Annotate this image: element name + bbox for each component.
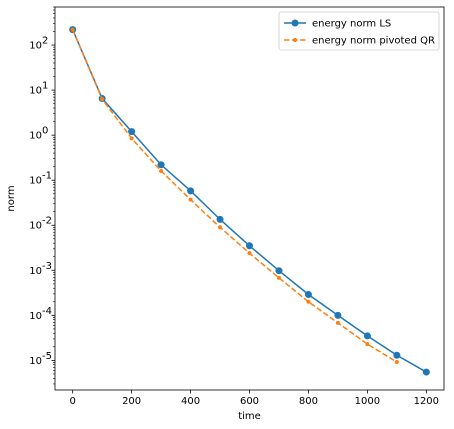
y-tick-exponent: -3 — [42, 261, 52, 272]
series-point-1 — [70, 27, 75, 32]
x-tick-label: 400 — [181, 396, 200, 407]
y-tick-label: 10 — [29, 176, 42, 187]
y-tick-exponent: -4 — [42, 306, 52, 317]
x-tick-label: 1000 — [355, 396, 380, 407]
series-point-1 — [394, 360, 399, 365]
series-point-1 — [100, 97, 105, 102]
x-tick-label: 200 — [122, 396, 141, 407]
legend-box — [278, 11, 440, 51]
series-point-1 — [335, 320, 340, 325]
legend-marker-qr — [293, 38, 297, 42]
y-tick-label: 10 — [29, 86, 42, 97]
x-tick-label: 600 — [240, 396, 259, 407]
series-point-0 — [157, 161, 165, 169]
series-point-0 — [334, 311, 342, 319]
y-tick-label: 10 — [29, 131, 42, 142]
series-point-0 — [246, 242, 253, 250]
x-axis: 0 200 400 600 800 1000 1200 — [69, 390, 439, 407]
series-point-0 — [187, 187, 195, 195]
series-point-1 — [159, 169, 164, 174]
series-point-1 — [247, 251, 252, 256]
y-tick-exponent: 1 — [42, 81, 48, 92]
y-tick-exponent: -1 — [42, 171, 52, 182]
series-point-1 — [218, 225, 223, 230]
legend-label-ls: energy norm LS — [312, 19, 391, 30]
x-axis-label: time — [238, 411, 261, 422]
y-tick-exponent: 0 — [42, 126, 48, 137]
y-tick-label: 10 — [29, 221, 42, 232]
legend-label-qr: energy norm pivoted QR — [312, 36, 435, 47]
series-point-0 — [304, 291, 312, 299]
series-point-0 — [422, 368, 430, 376]
x-tick-label: 1200 — [414, 396, 439, 407]
series-point-1 — [306, 299, 311, 304]
y-tick-label: 10 — [29, 311, 42, 322]
x-tick-label: 0 — [69, 396, 75, 407]
y-tick-exponent: -5 — [42, 351, 52, 362]
series-point-0 — [275, 267, 283, 275]
legend: energy norm LS energy norm pivoted QR — [278, 11, 440, 51]
series-point-0 — [128, 128, 136, 136]
plot-area — [69, 26, 430, 376]
y-tick-exponent: 2 — [42, 36, 48, 47]
series-point-0 — [216, 215, 224, 223]
y-tick-label: 10 — [29, 266, 42, 277]
x-tick-label: 800 — [299, 396, 318, 407]
series-point-1 — [365, 342, 370, 347]
series-point-1 — [129, 136, 134, 141]
y-axis-label: norm — [6, 185, 17, 211]
y-tick-exponent: -2 — [42, 216, 52, 227]
y-tick-label: 10 — [29, 41, 42, 52]
series-point-0 — [363, 332, 371, 340]
legend-marker-ls — [291, 19, 299, 27]
series-point-0 — [393, 351, 401, 359]
series-line-1 — [71, 29, 398, 363]
series-point-1 — [276, 275, 281, 280]
y-tick-label: 10 — [29, 356, 42, 367]
series-point-1 — [188, 197, 193, 202]
